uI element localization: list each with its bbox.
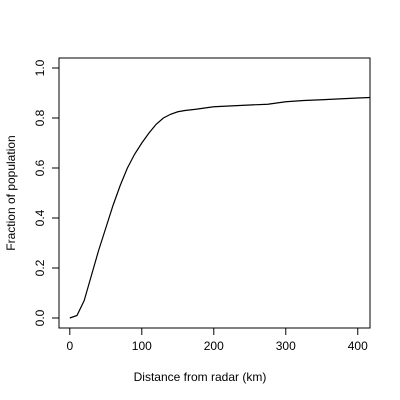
x-tick-label: 400	[348, 339, 368, 353]
y-tick-label: 0.8	[33, 109, 47, 126]
y-tick-label: 0.0	[33, 309, 47, 326]
y-tick-label: 1.0	[33, 59, 47, 76]
x-tick-label: 100	[132, 339, 152, 353]
x-tick-label: 0	[66, 339, 73, 353]
x-tick-label: 300	[276, 339, 296, 353]
x-axis-title: Distance from radar (km)	[134, 370, 267, 384]
line-series	[69, 96, 371, 319]
y-tick-label: 0.6	[33, 159, 47, 176]
y-tick-label: 0.4	[33, 209, 47, 226]
y-tick-label: 0.2	[33, 259, 47, 276]
y-axis-title: Fraction of population	[4, 135, 18, 250]
x-tick-label: 200	[204, 339, 224, 353]
plot-frame	[58, 57, 371, 329]
